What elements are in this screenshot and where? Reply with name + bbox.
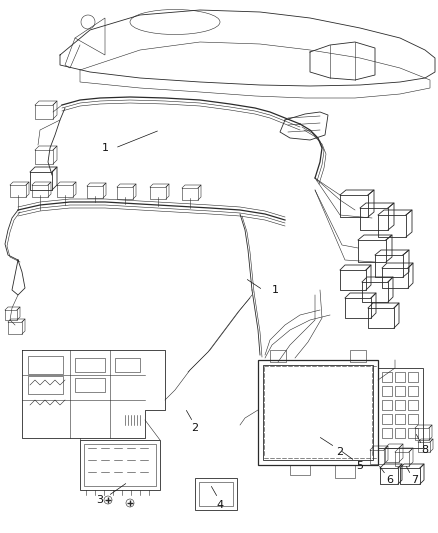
Bar [382,386,392,396]
Bar [395,400,405,410]
Bar [75,378,105,392]
Bar [199,482,233,506]
Bar [395,386,405,396]
Bar [270,350,286,362]
Bar [408,428,418,438]
Text: 5: 5 [357,461,364,471]
Text: 4: 4 [216,500,223,510]
Bar [408,372,418,382]
Bar [408,414,418,424]
Bar [408,386,418,396]
Bar [263,365,373,460]
Bar [382,414,392,424]
Bar [28,376,63,394]
Bar [395,414,405,424]
Bar [395,428,405,438]
Bar [350,350,366,362]
Text: 3: 3 [96,495,103,505]
Text: 1: 1 [272,285,279,295]
Text: 8: 8 [421,445,428,455]
Bar [84,444,156,486]
Bar [75,358,105,372]
Text: 2: 2 [191,423,198,433]
Text: 7: 7 [411,475,419,485]
Bar [258,360,378,465]
Text: 2: 2 [336,447,343,457]
Text: 6: 6 [386,475,393,485]
Bar [382,372,392,382]
Bar [28,356,63,374]
Bar [408,400,418,410]
Bar [395,372,405,382]
Bar [195,478,237,510]
Bar [382,400,392,410]
Bar [115,358,140,372]
Bar [378,368,423,448]
Bar [382,428,392,438]
Text: 1: 1 [102,143,109,153]
Bar [80,440,160,490]
